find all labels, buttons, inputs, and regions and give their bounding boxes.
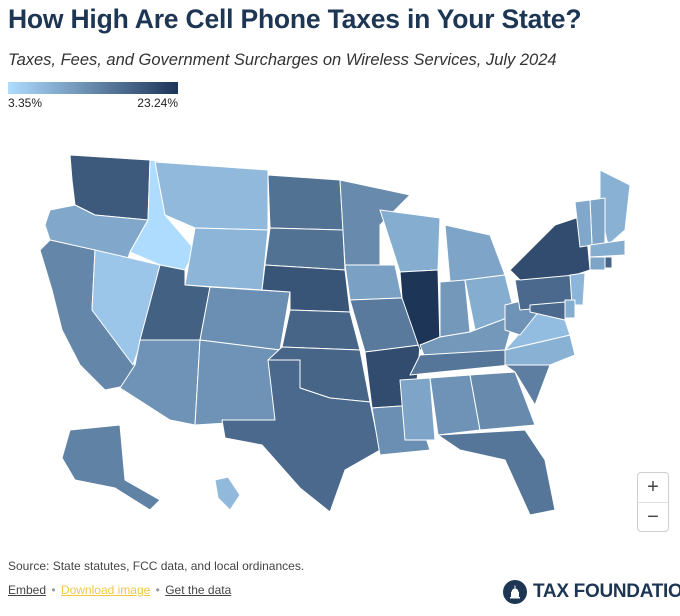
state-ct[interactable] (589, 256, 606, 271)
brand-name: TAX FOUNDATION (533, 581, 680, 602)
zoom-out-button[interactable]: − (647, 506, 659, 528)
state-ri[interactable] (604, 256, 613, 269)
link-separator: • (155, 583, 160, 597)
state-ak[interactable] (61, 424, 161, 511)
state-ia[interactable] (344, 264, 403, 301)
us-choropleth-map[interactable] (0, 140, 680, 540)
state-nh[interactable] (589, 197, 606, 246)
state-ks[interactable] (281, 309, 361, 351)
download-image-link[interactable]: Download image (60, 583, 151, 597)
state-in[interactable] (439, 279, 471, 338)
state-nd[interactable] (267, 174, 344, 231)
state-mi[interactable] (444, 224, 506, 283)
page-subtitle: Taxes, Fees, and Government Surcharges o… (8, 51, 557, 69)
zoom-controls: + − (637, 472, 669, 532)
get-data-link[interactable]: Get the data (165, 583, 232, 597)
state-md[interactable] (529, 301, 566, 321)
legend-max-label: 23.24% (137, 96, 178, 110)
tax-foundation-brand[interactable]: TAX FOUNDATION (503, 580, 680, 604)
zoom-in-button[interactable]: + (638, 473, 668, 503)
state-nj[interactable] (569, 272, 586, 306)
state-mn[interactable] (339, 179, 411, 266)
state-sd[interactable] (264, 227, 346, 271)
page-title: How High Are Cell Phone Taxes in Your St… (8, 4, 582, 34)
state-co[interactable] (199, 286, 291, 351)
legend-labels: 3.35% 23.24% (8, 96, 178, 110)
state-de[interactable] (564, 299, 576, 319)
state-ms[interactable] (399, 377, 436, 441)
state-hi[interactable] (214, 476, 241, 511)
state-tx[interactable] (221, 359, 381, 513)
embed-link[interactable]: Embed (8, 583, 47, 597)
state-wy[interactable] (184, 227, 269, 291)
state-nm[interactable] (194, 339, 281, 426)
capitol-dome-icon (503, 580, 527, 604)
legend-min-label: 3.35% (8, 96, 43, 110)
footer-links: Embed • Download image • Get the data (8, 583, 231, 597)
source-note: Source: State statutes, FCC data, and lo… (8, 559, 305, 573)
state-mt[interactable] (154, 161, 269, 231)
state-fl[interactable] (437, 429, 556, 516)
state-wi[interactable] (379, 209, 441, 273)
link-separator: • (51, 583, 56, 597)
legend-gradient-bar (8, 82, 178, 94)
state-ma[interactable] (589, 239, 626, 258)
color-legend: 3.35% 23.24% (8, 82, 178, 110)
state-ga[interactable] (469, 371, 536, 431)
